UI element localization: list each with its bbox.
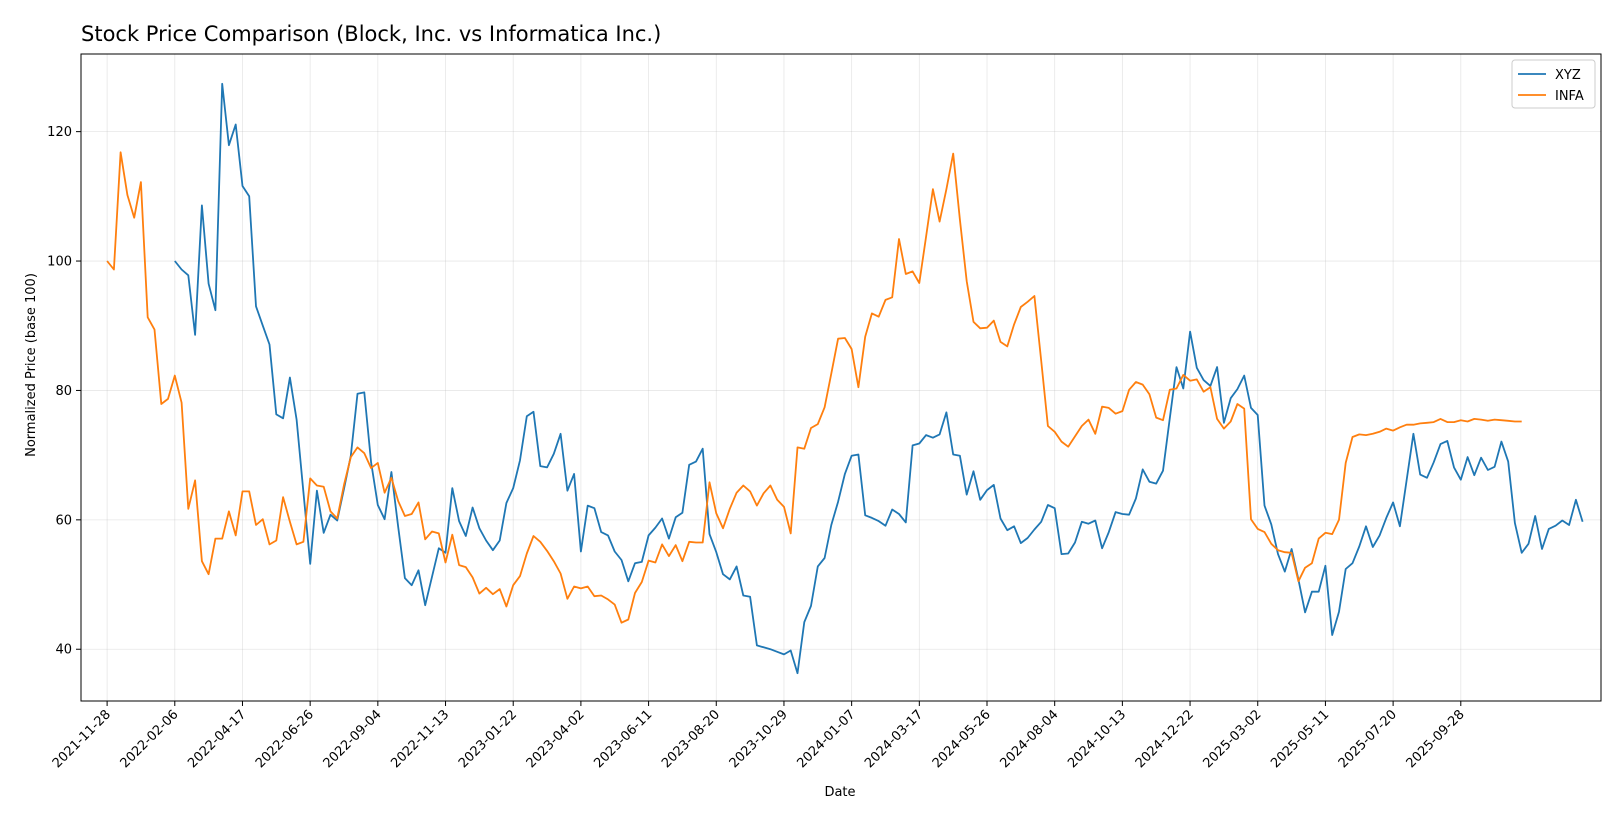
legend-box bbox=[1511, 59, 1596, 109]
legend-label-xyz: XYZ bbox=[1555, 68, 1581, 83]
y-tick-label: 120 bbox=[47, 125, 72, 140]
series-line-infa bbox=[106, 151, 1522, 624]
x-tick-label: 2025-03-02 bbox=[1201, 707, 1265, 771]
series-lines bbox=[106, 82, 1584, 675]
y-tick-label: 40 bbox=[55, 643, 72, 658]
x-axis-ticks: 2021-11-28 2022-02-06 2022-04-17 2022-06-26… bbox=[50, 701, 1468, 771]
x-tick-label: 2025-05-11 bbox=[1268, 707, 1332, 771]
x-tick-label: 2024-01-07 bbox=[794, 707, 858, 771]
chart-title: Stock Price Comparison (Block, Inc. vs I… bbox=[81, 22, 661, 46]
x-tick-label: 2024-08-04 bbox=[997, 707, 1061, 771]
x-tick-label: 2022-11-13 bbox=[388, 707, 452, 771]
y-tick-label: 100 bbox=[47, 255, 72, 270]
x-tick-label: 2023-10-29 bbox=[727, 707, 791, 771]
y-tick-label: 60 bbox=[55, 513, 72, 528]
y-axis-label: Normalized Price (base 100) bbox=[24, 273, 39, 457]
x-tick-label: 2022-04-17 bbox=[185, 707, 249, 771]
x-tick-label: 2022-06-26 bbox=[253, 707, 317, 771]
y-tick-label: 80 bbox=[55, 384, 72, 399]
x-tick-label: 2024-03-17 bbox=[862, 707, 926, 771]
x-tick-label: 2025-07-20 bbox=[1336, 707, 1400, 771]
x-tick-label: 2022-02-06 bbox=[118, 707, 182, 771]
x-tick-label: 2024-12-22 bbox=[1133, 707, 1197, 771]
x-tick-label: 2023-04-02 bbox=[524, 707, 588, 771]
grid-lines bbox=[81, 54, 1601, 701]
x-axis-label: Date bbox=[824, 785, 855, 800]
y-axis-ticks: 40 60 80 100 120 bbox=[47, 125, 81, 658]
x-tick-label: 2023-06-11 bbox=[591, 707, 655, 771]
plot-frame bbox=[80, 53, 1602, 702]
x-tick-label: 2023-01-22 bbox=[456, 707, 520, 771]
x-tick-label: 2023-08-20 bbox=[659, 707, 723, 771]
x-tick-label: 2025-09-28 bbox=[1404, 707, 1468, 771]
legend: XYZ INFA bbox=[1511, 59, 1596, 109]
legend-label-infa: INFA bbox=[1555, 89, 1584, 104]
x-tick-label: 2024-10-13 bbox=[1065, 707, 1129, 771]
x-tick-label: 2021-11-28 bbox=[50, 707, 114, 771]
series-line-xyz bbox=[174, 82, 1584, 675]
x-tick-label: 2024-05-26 bbox=[930, 707, 994, 771]
x-tick-label: 2022-09-04 bbox=[321, 707, 385, 771]
